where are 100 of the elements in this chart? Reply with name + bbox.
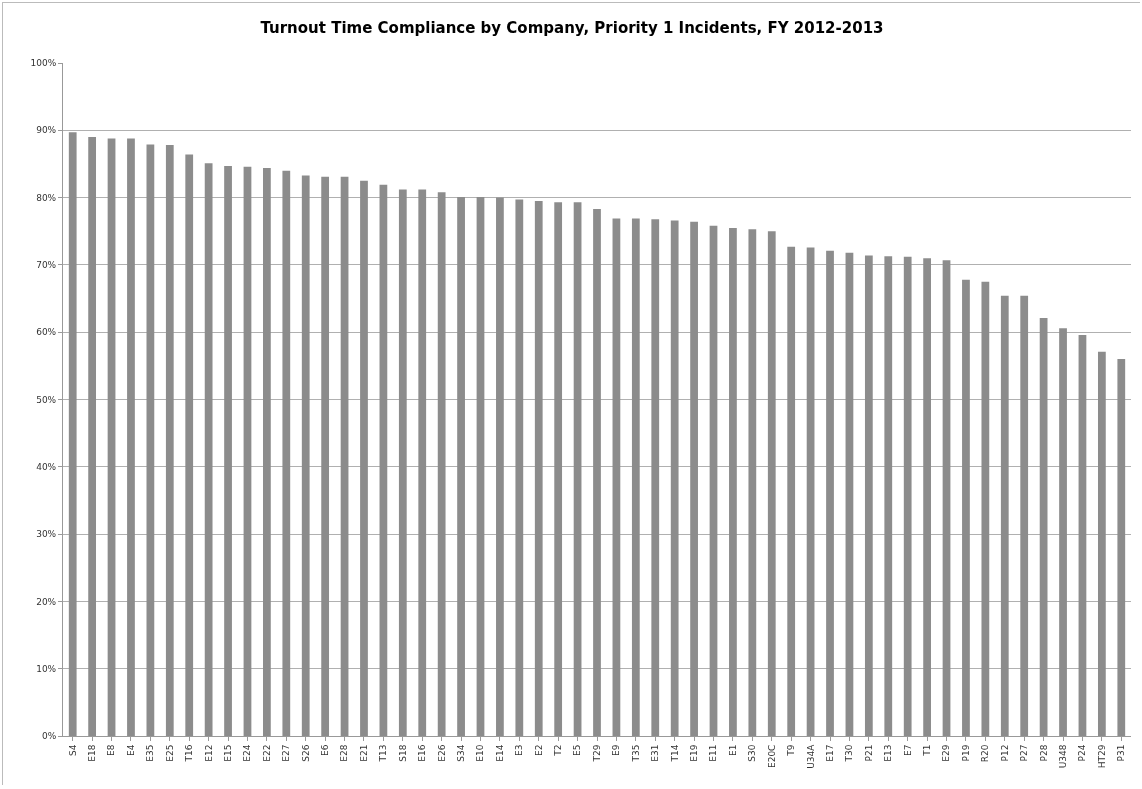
x-tick-label: T9 <box>786 744 797 757</box>
chart-title: Turnout Time Compliance by Company, Priority 1 Incidents, FY 2012-2013 <box>260 19 884 38</box>
bar <box>1097 351 1106 736</box>
x-tick-label: E17 <box>824 744 835 762</box>
x-tick-label: T29 <box>591 744 602 763</box>
y-tick-label: 30% <box>36 529 57 540</box>
x-tick-label: E24 <box>242 744 253 762</box>
x-tick-label: E3 <box>514 744 525 757</box>
bar <box>437 192 446 736</box>
x-tick-label: E16 <box>417 744 428 762</box>
bar <box>165 145 174 736</box>
bar <box>554 202 563 736</box>
bar <box>418 189 427 736</box>
bar <box>631 218 640 736</box>
bar <box>146 144 155 736</box>
x-tick-label: E31 <box>650 744 661 762</box>
x-tick-label: P19 <box>960 744 971 762</box>
x-tick-label: E21 <box>358 744 369 762</box>
bar <box>88 137 97 736</box>
bar <box>826 250 834 736</box>
bar <box>515 199 524 736</box>
bar <box>476 196 485 736</box>
y-tick-label: 50% <box>36 394 57 405</box>
x-tick-label: S4 <box>67 744 78 757</box>
bar <box>1059 328 1067 736</box>
bar <box>243 166 252 736</box>
bar <box>263 167 271 736</box>
bar <box>360 180 368 736</box>
bar <box>612 218 621 736</box>
x-tick-label: P28 <box>1038 744 1049 762</box>
x-tick-label: E19 <box>689 744 700 762</box>
x-tick-label: T16 <box>184 744 195 763</box>
bar <box>1078 334 1087 736</box>
bar <box>903 256 912 736</box>
bar <box>670 220 679 736</box>
x-tick-label: HT29 <box>1096 744 1107 769</box>
bar <box>379 184 388 736</box>
bar <box>593 209 601 736</box>
x-tick-label: E4 <box>125 744 136 757</box>
x-tick-label: E22 <box>261 744 272 762</box>
x-tick-label: E15 <box>222 744 233 762</box>
y-tick-label: 100% <box>30 58 57 69</box>
x-tick-label: P27 <box>1019 744 1030 762</box>
bar <box>1000 295 1009 736</box>
x-tick-label: P12 <box>999 744 1010 762</box>
bar <box>127 138 135 736</box>
bar <box>321 176 330 736</box>
x-tick-label: E6 <box>320 744 331 757</box>
x-tick-label: T30 <box>844 744 855 763</box>
x-tick-label: U348 <box>1057 744 1068 769</box>
x-tick-label: E14 <box>494 744 505 762</box>
bar <box>709 225 718 736</box>
x-tick-label: E26 <box>436 744 447 762</box>
bar <box>224 165 232 736</box>
x-tick-label: E35 <box>145 744 156 762</box>
bar <box>690 221 698 736</box>
x-tick-label: P21 <box>863 744 874 762</box>
x-tick-label: S18 <box>397 744 408 762</box>
x-tick-label: R20 <box>980 744 991 763</box>
bar <box>729 227 737 736</box>
x-tick-label: E7 <box>902 744 913 757</box>
bar <box>185 154 194 736</box>
x-tick-label: E29 <box>941 744 952 762</box>
bar <box>923 258 931 736</box>
x-tick-label: E10 <box>475 744 486 762</box>
bar <box>787 246 796 736</box>
bar <box>534 200 543 736</box>
x-tick-label: E1 <box>727 744 738 757</box>
x-tick-label: S30 <box>747 744 758 762</box>
y-tick-label: 60% <box>36 327 57 338</box>
bar <box>1020 295 1029 736</box>
y-tick-label: 20% <box>36 596 57 607</box>
bar <box>962 279 970 736</box>
x-tick-label: S26 <box>300 744 311 762</box>
x-tick-label: E2 <box>533 744 544 757</box>
bar <box>748 229 757 736</box>
x-tick-label: E9 <box>611 744 622 757</box>
x-tick-label: E13 <box>883 744 894 762</box>
y-tick-label: 0% <box>41 731 57 742</box>
bar <box>107 138 116 736</box>
bar <box>301 175 310 736</box>
bar <box>884 256 893 736</box>
x-tick-label: U34A <box>805 743 816 769</box>
x-tick-label: P24 <box>1077 744 1088 762</box>
x-tick-label: E28 <box>339 744 350 762</box>
x-tick-label: T35 <box>630 744 641 763</box>
bar <box>1117 359 1126 736</box>
x-tick-label: T1 <box>922 744 933 757</box>
bar <box>573 202 582 736</box>
bar <box>767 231 776 736</box>
x-tick-label: P31 <box>1116 744 1127 762</box>
bar <box>845 252 854 736</box>
x-tick-label: T2 <box>553 744 564 757</box>
x-tick-label: E27 <box>281 744 292 762</box>
bar <box>864 255 873 736</box>
y-tick-label: 40% <box>36 461 57 472</box>
bar <box>204 163 213 736</box>
x-tick-label: E8 <box>106 744 117 757</box>
bar <box>981 281 990 736</box>
bar <box>1039 318 1048 736</box>
